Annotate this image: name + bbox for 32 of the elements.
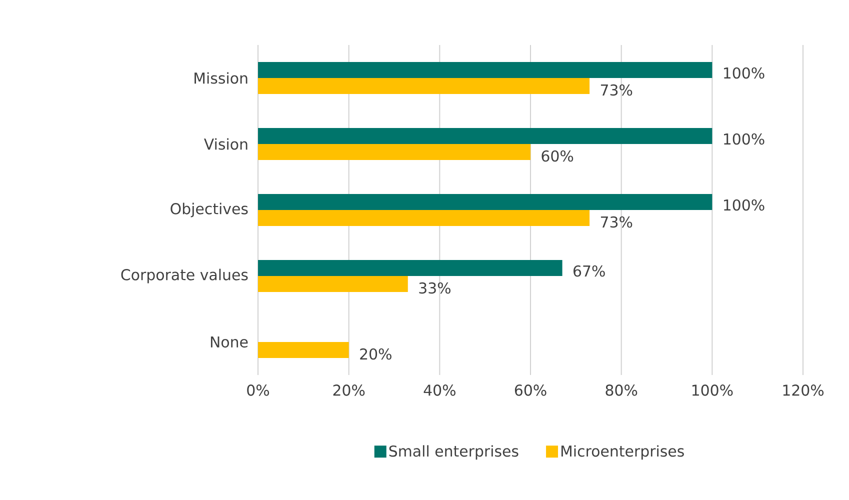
x-tick-label: 100%: [692, 384, 733, 396]
data-label: 60%: [542, 150, 574, 162]
x-tick-label: 80%: [606, 384, 638, 396]
data-label: 100%: [724, 199, 764, 211]
bar: [258, 210, 590, 226]
data-label: 73%: [600, 84, 632, 96]
data-label: 100%: [724, 133, 764, 145]
bar: [258, 276, 408, 292]
y-tick-label: Objectives: [170, 202, 248, 218]
y-tick-label: Corporate values: [121, 268, 248, 284]
bar: [258, 342, 349, 358]
data-label: 20%: [360, 348, 392, 360]
bar: [258, 260, 562, 276]
x-tick-label: 20%: [333, 384, 365, 396]
legend-label: Small enterprises: [389, 445, 518, 460]
bar: [258, 128, 712, 144]
y-tick-label: None: [210, 336, 248, 348]
data-label: 100%: [724, 67, 764, 79]
bar: [258, 78, 590, 94]
bar: [258, 194, 712, 210]
legend-label: Microenterprises: [561, 445, 684, 460]
bar: [258, 62, 712, 78]
y-tick-label: Mission: [194, 72, 248, 84]
y-tick-label: Vision: [204, 138, 248, 150]
bar: [258, 144, 531, 160]
data-label: 67%: [574, 265, 605, 277]
data-label: 33%: [419, 282, 450, 294]
x-tick-label: 60%: [514, 384, 546, 396]
x-tick-label: 120%: [783, 384, 824, 396]
x-tick-label: 40%: [424, 384, 456, 396]
data-label: 73%: [600, 216, 632, 228]
x-tick-label: 0%: [247, 384, 270, 396]
